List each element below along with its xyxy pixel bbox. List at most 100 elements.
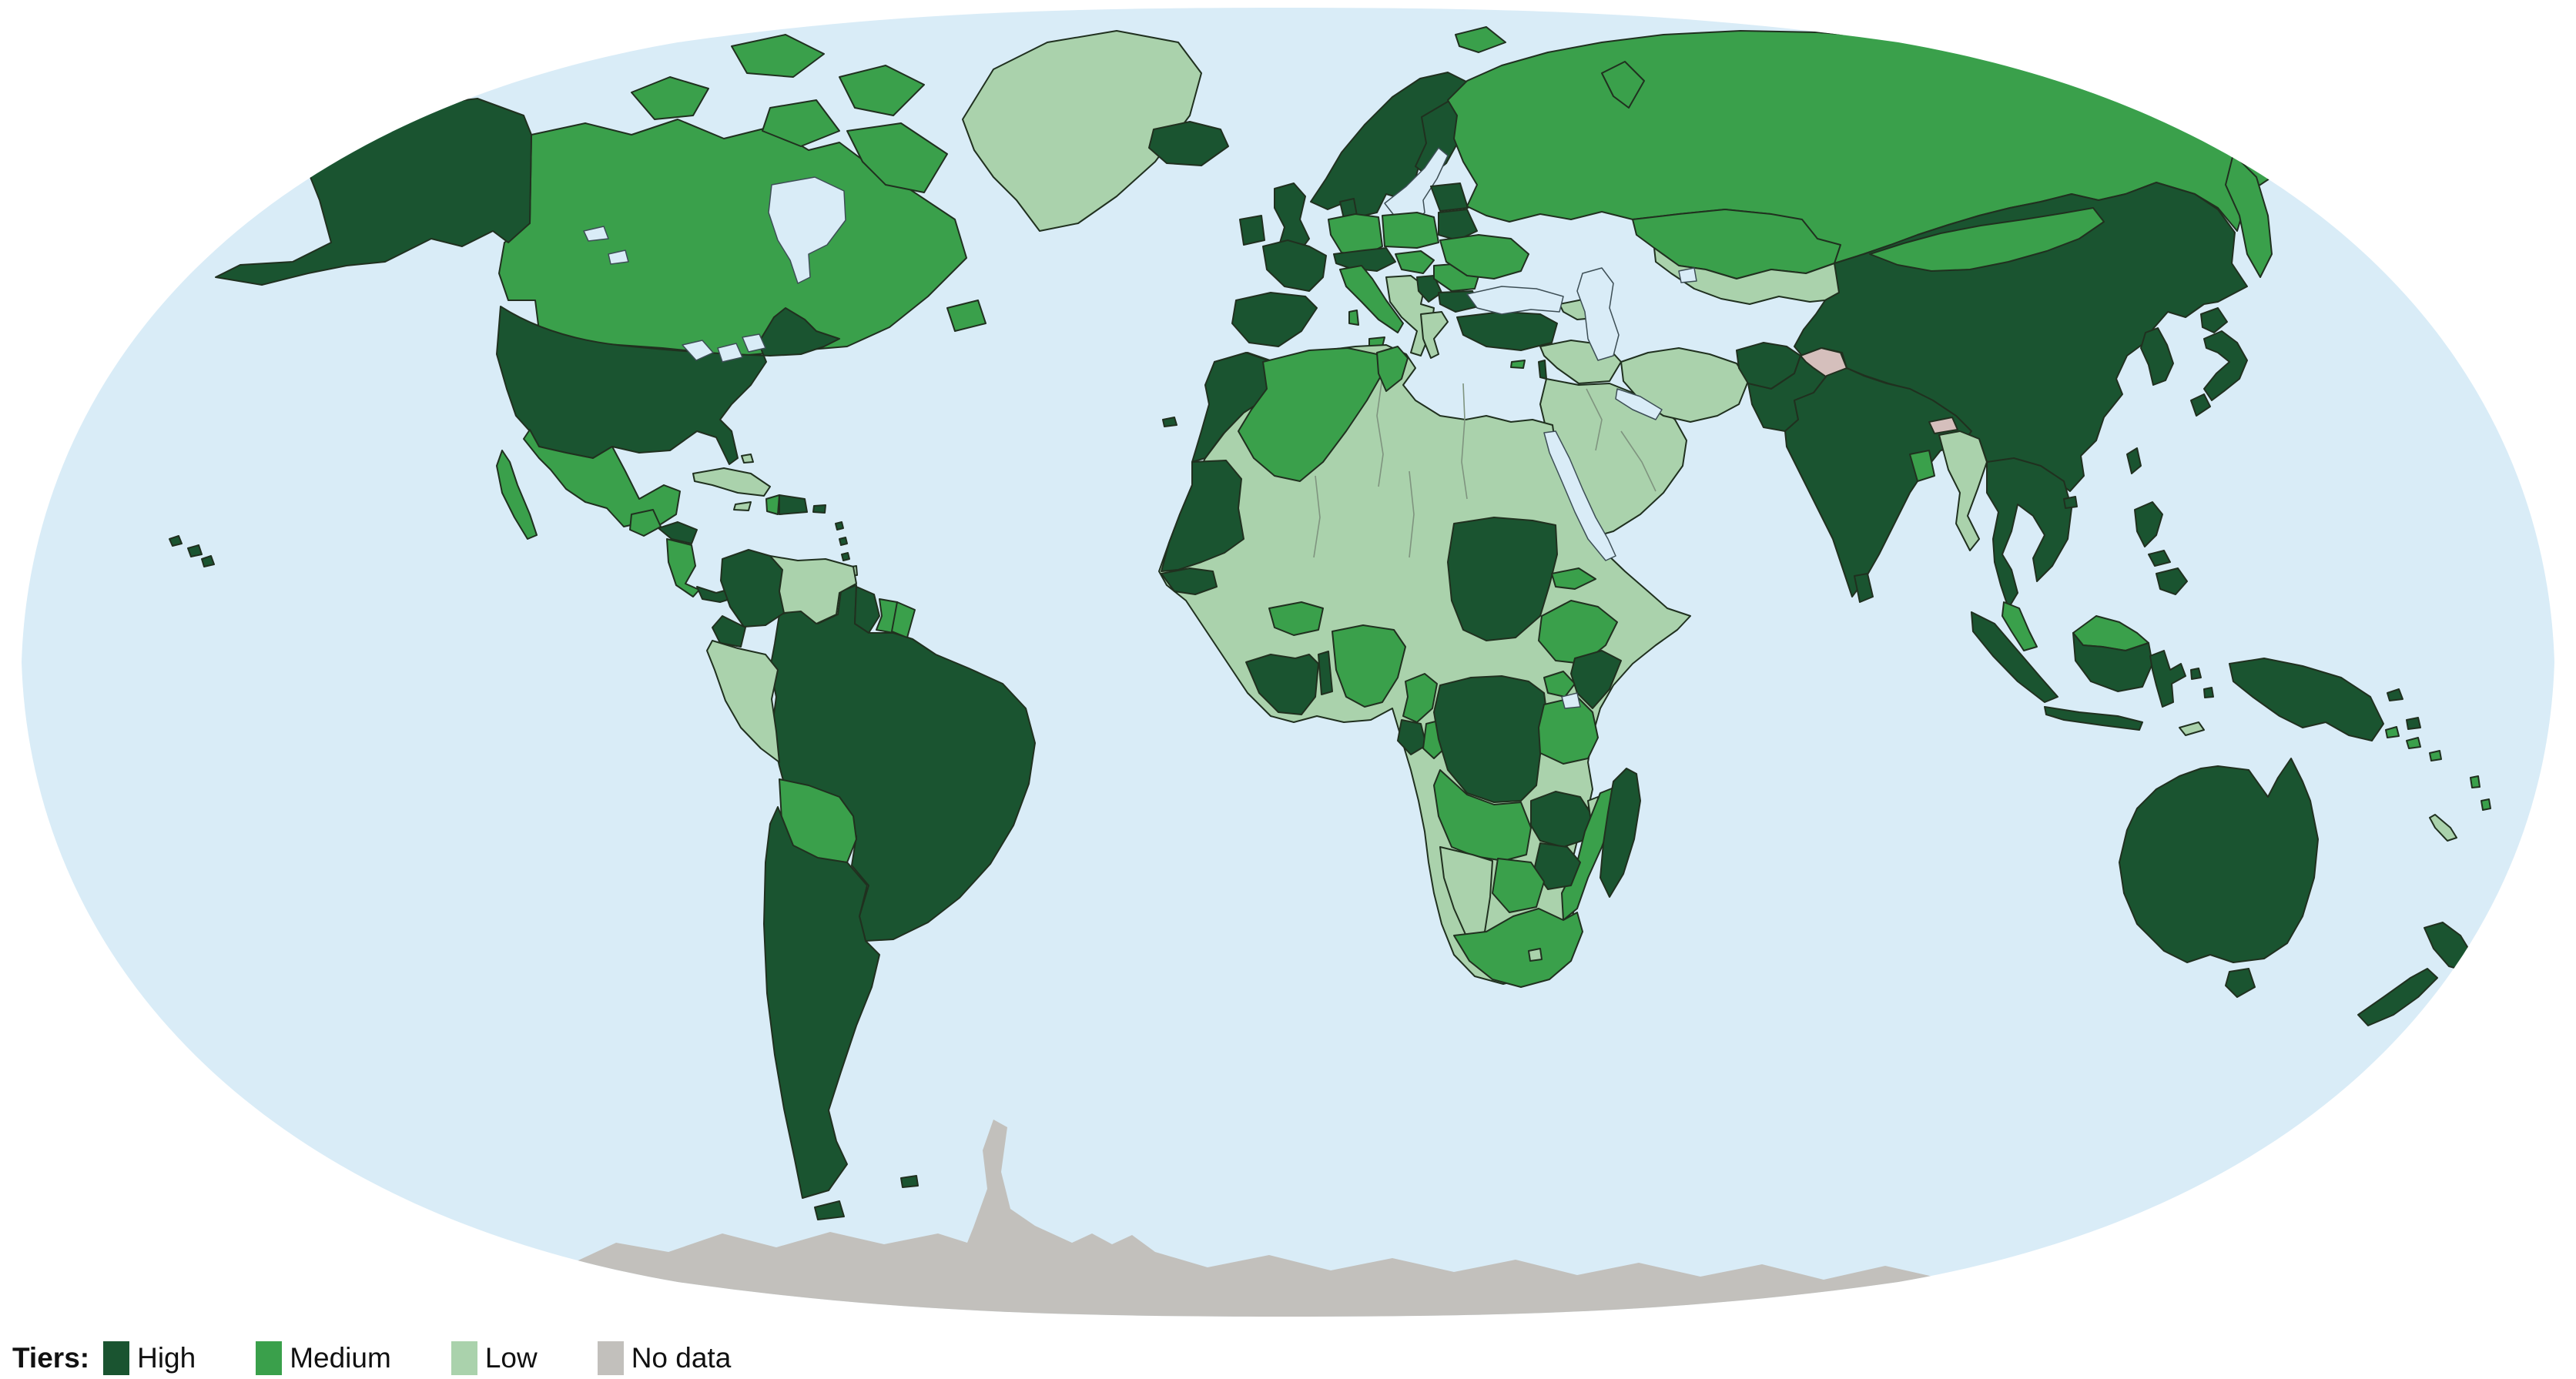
legend-label-medium: Medium — [290, 1342, 391, 1374]
legend-swatch-nodata-icon — [597, 1341, 624, 1375]
region-taiwan — [2126, 447, 2142, 474]
region-senegal — [1161, 567, 1218, 595]
region-poland — [1382, 212, 1439, 249]
region-png-islands — [2406, 717, 2421, 730]
region-tierra-del-fuego — [814, 1200, 845, 1220]
legend: Tiers: High Medium Low No data — [12, 1338, 791, 1378]
region-baja — [496, 450, 538, 540]
region-bangladesh — [1909, 450, 1935, 482]
region-svalbard — [1455, 26, 1506, 53]
region-japan-hokkaido — [2200, 307, 2228, 333]
region-iceland — [1148, 121, 1229, 166]
region-ivory-coast-ghana — [1245, 654, 1319, 715]
region-italy — [1339, 265, 1404, 333]
region-arctic-islands — [631, 76, 709, 120]
region-solomon-islands — [2429, 750, 2442, 761]
region-french-guiana — [891, 601, 916, 638]
region-drc — [1433, 675, 1549, 803]
region-sardinia — [1348, 310, 1359, 326]
canadian-lake — [583, 226, 609, 242]
region-solomon-islands — [2385, 726, 2400, 738]
region-usa — [496, 306, 840, 465]
region-bahamas — [741, 454, 754, 464]
legend-label-low: Low — [484, 1342, 538, 1374]
region-arctic-islands — [846, 122, 948, 193]
region-puerto-rico — [812, 504, 826, 514]
region-japan-honshu — [2203, 330, 2248, 401]
region-guyana — [854, 586, 880, 634]
legend-swatch-low-icon — [451, 1341, 477, 1375]
region-alaska — [215, 98, 532, 286]
region-algeria — [1238, 347, 1383, 482]
region-lesser-antilles — [835, 521, 850, 561]
black-sea — [1466, 286, 1564, 315]
region-timor — [2179, 721, 2205, 736]
legend-title: Tiers: — [12, 1342, 90, 1374]
region-peru — [706, 640, 780, 763]
region-mexico — [523, 429, 681, 529]
region-cameroon — [1402, 673, 1438, 723]
great-lakes — [682, 340, 714, 361]
region-tanzania — [1538, 696, 1599, 765]
region-jamaica — [733, 501, 752, 511]
canadian-lake — [608, 249, 629, 265]
region-sri-lanka — [1854, 573, 1874, 603]
region-newfoundland — [946, 300, 987, 332]
region-iberia — [1231, 292, 1318, 347]
region-falkland-islands — [900, 1175, 919, 1188]
legend-swatch-high-icon — [103, 1341, 130, 1375]
region-tasmania — [2225, 968, 2256, 998]
region-venezuela — [769, 555, 857, 624]
region-lesotho — [1528, 948, 1543, 962]
region-arctic-islands — [762, 99, 840, 147]
aral-sea — [1678, 267, 1697, 283]
region-png-islands — [2387, 688, 2403, 701]
region-madagascar — [1600, 768, 1641, 898]
region-belarus — [1438, 209, 1478, 241]
region-angola — [1433, 769, 1532, 862]
region-arctic-islands — [731, 34, 825, 78]
region-suriname — [876, 598, 898, 634]
region-nigeria — [1332, 624, 1406, 708]
border-line — [1586, 388, 1656, 492]
legend-item-low: Low — [451, 1341, 538, 1375]
region-malay-peninsula — [2002, 601, 2038, 651]
region-israel — [1538, 360, 1547, 380]
region-korea — [2140, 327, 2174, 386]
legend-item-medium: Medium — [256, 1341, 391, 1375]
region-kenya — [1570, 650, 1622, 709]
region-haiti — [765, 494, 780, 515]
region-canary-islands — [1162, 417, 1177, 427]
region-cyprus — [1510, 360, 1526, 369]
region-france — [1262, 239, 1327, 292]
border-line — [1376, 377, 1384, 487]
legend-item-high: High — [103, 1341, 196, 1375]
region-botswana — [1492, 858, 1545, 913]
region-philippines-luzon — [2134, 501, 2163, 547]
legend-label-nodata: No data — [631, 1342, 732, 1374]
region-sulawesi — [2149, 650, 2186, 708]
region-south-africa — [1453, 908, 1583, 988]
region-new-zealand-south — [2357, 968, 2438, 1026]
region-uganda — [1543, 671, 1576, 698]
region-new-caledonia — [2429, 814, 2457, 842]
region-fiji — [2541, 783, 2554, 798]
border-line — [1313, 475, 1321, 558]
region-mongolia — [1869, 207, 2105, 272]
region-benin-togo — [1318, 651, 1333, 695]
hudson-bay — [768, 176, 846, 284]
region-tunisia — [1376, 346, 1409, 392]
region-ireland — [1239, 215, 1265, 246]
region-novaya-zemlya — [1601, 61, 1645, 109]
legend-label-high: High — [137, 1342, 196, 1374]
border-line — [1409, 470, 1415, 558]
region-cuba — [692, 467, 771, 497]
region-sumatra — [1971, 611, 2058, 703]
region-moluccas — [2190, 668, 2202, 680]
persian-gulf — [1615, 388, 1663, 420]
region-kamchatka — [2225, 153, 2273, 278]
region-greenland — [962, 30, 1202, 232]
region-burkina-faso — [1268, 601, 1324, 636]
region-java — [2044, 706, 2143, 731]
